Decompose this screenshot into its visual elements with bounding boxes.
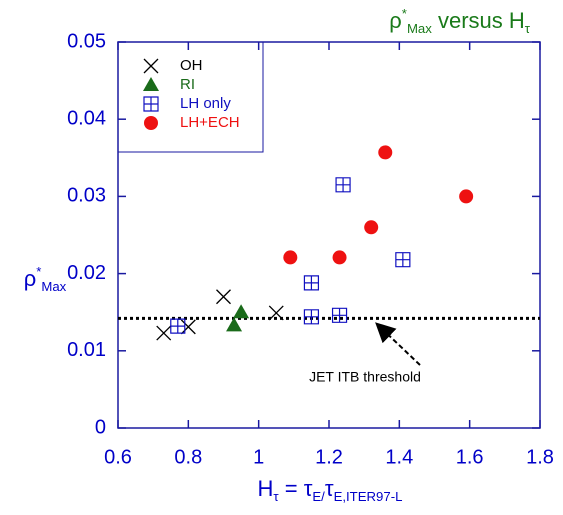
y-tick-label: 0.02 (67, 262, 106, 284)
point (303, 275, 320, 291)
text-part: E,ITER97-L (334, 489, 403, 504)
legend-label: LH+ECH (180, 114, 240, 131)
y-tick-label: 0 (95, 416, 106, 438)
x-tick-label: 1.6 (456, 446, 484, 468)
legend-label: OH (180, 57, 203, 74)
legend-marker (144, 116, 158, 130)
point (303, 309, 320, 325)
point (395, 252, 411, 268)
legend-box (117, 41, 264, 153)
point (335, 177, 351, 193)
point (331, 307, 348, 323)
text-part: Max (41, 279, 66, 294)
point (156, 325, 172, 341)
text-part: H (258, 476, 274, 501)
legend-marker (143, 58, 159, 74)
y-tick-label: 0.04 (67, 107, 106, 129)
text-part: ρ (24, 266, 37, 291)
point (332, 250, 347, 265)
text-part: E/ (312, 489, 325, 504)
text-part: Max (407, 21, 432, 36)
threshold-label: JET ITB threshold (309, 369, 421, 385)
text-part: versus H (432, 8, 525, 33)
point (233, 304, 250, 319)
point (226, 317, 243, 332)
point (378, 145, 393, 160)
chart-title: ρ*Max versus Hτ (389, 6, 531, 36)
x-tick-label: 1 (253, 446, 264, 468)
text-part: τ (273, 489, 279, 504)
text-part: τ (325, 476, 334, 501)
text-part: τ (525, 21, 531, 36)
x-tick-label: 1.2 (315, 446, 343, 468)
point (459, 189, 474, 204)
x-axis-label: Hτ = τE/τE,ITER97-L (258, 476, 403, 504)
legend-marker (143, 77, 159, 91)
y-tick-label: 0.03 (67, 185, 106, 207)
y-axis-label: ρ*Max (24, 264, 67, 294)
y-tick-label: 0.01 (67, 339, 106, 361)
x-tick-label: 0.8 (174, 446, 202, 468)
text-part: ρ (389, 8, 402, 33)
text-part: * (402, 6, 407, 21)
x-tick-label: 1.4 (385, 446, 413, 468)
point (364, 220, 379, 235)
legend-label: RI (180, 76, 195, 93)
text-part: = τ (279, 476, 313, 501)
x-tick-label: 1.8 (526, 446, 554, 468)
point (216, 289, 231, 305)
legend-label: LH only (180, 95, 231, 112)
x-tick-label: 0.6 (104, 446, 132, 468)
legend-marker (143, 96, 159, 112)
point (180, 319, 196, 335)
point (268, 305, 284, 321)
y-tick-label: 0.05 (67, 30, 106, 52)
text-part: * (36, 264, 41, 279)
point (170, 318, 186, 334)
point (283, 250, 298, 265)
annotation-arrow (375, 322, 421, 366)
